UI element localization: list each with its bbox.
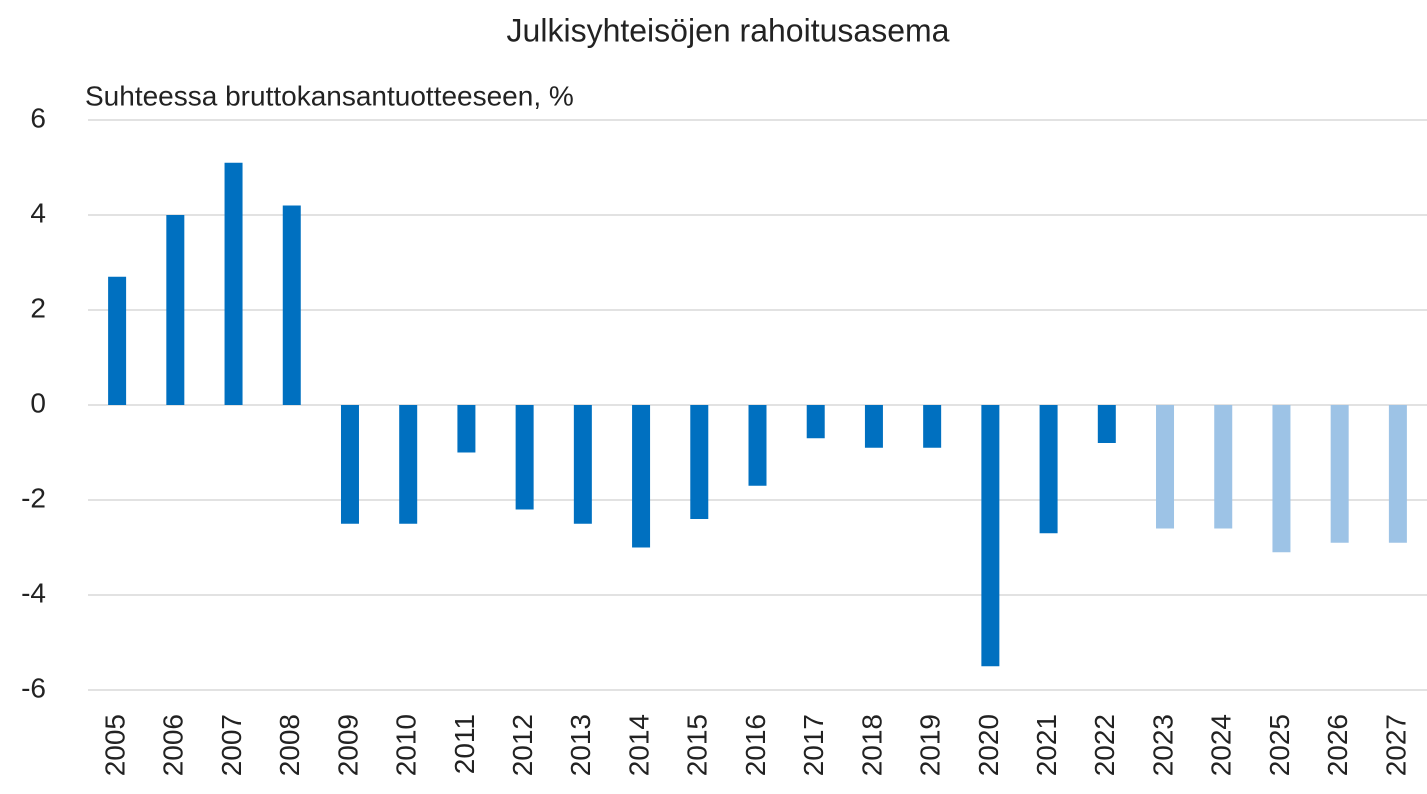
bar bbox=[1388, 405, 1407, 543]
bar bbox=[224, 162, 243, 405]
chart-subtitle: Suhteessa bruttokansantuotteeseen, % bbox=[85, 80, 574, 111]
bar bbox=[166, 215, 185, 405]
x-tick-label: 2026 bbox=[1322, 714, 1353, 776]
bar bbox=[1272, 405, 1291, 553]
x-tick-label: 2019 bbox=[915, 714, 946, 776]
bar bbox=[573, 405, 592, 524]
bar bbox=[340, 405, 359, 524]
x-tick-label: 2005 bbox=[99, 714, 130, 776]
x-tick-label: 2023 bbox=[1147, 714, 1178, 776]
x-tick-label: 2016 bbox=[740, 714, 771, 776]
bar bbox=[282, 205, 301, 405]
x-tick-label: 2012 bbox=[507, 714, 538, 776]
x-tick-label: 2008 bbox=[274, 714, 305, 776]
y-tick-label: -2 bbox=[21, 482, 46, 513]
bar bbox=[108, 276, 127, 405]
bar bbox=[457, 405, 476, 453]
chart-title: Julkisyhteisöjen rahoitusasema bbox=[507, 12, 950, 48]
bar bbox=[632, 405, 651, 548]
x-tick-label: 2011 bbox=[449, 714, 480, 774]
x-tick-label: 2025 bbox=[1264, 714, 1295, 776]
x-tick-label: 2006 bbox=[158, 714, 189, 776]
bar bbox=[864, 405, 883, 448]
bar bbox=[923, 405, 942, 448]
x-tick-label: 2015 bbox=[682, 714, 713, 776]
x-tick-label: 2020 bbox=[973, 714, 1004, 776]
bar bbox=[1039, 405, 1058, 534]
x-tick-label: 2027 bbox=[1380, 714, 1411, 776]
bar bbox=[1330, 405, 1349, 543]
y-tick-label: 4 bbox=[30, 197, 46, 228]
bar bbox=[690, 405, 709, 519]
x-tick-label: 2021 bbox=[1031, 714, 1062, 776]
bar bbox=[515, 405, 534, 510]
bar bbox=[1156, 405, 1175, 529]
x-tick-label: 2009 bbox=[332, 714, 363, 776]
x-tick-label: 2010 bbox=[391, 714, 422, 776]
x-tick-label: 2024 bbox=[1206, 714, 1237, 776]
y-tick-label: 0 bbox=[30, 387, 46, 418]
bar bbox=[1214, 405, 1233, 529]
x-tick-label: 2007 bbox=[216, 714, 247, 776]
bar bbox=[806, 405, 825, 439]
y-tick-label: 6 bbox=[30, 102, 46, 133]
x-tick-label: 2014 bbox=[623, 714, 654, 776]
y-tick-label: 2 bbox=[30, 292, 46, 323]
x-tick-label: 2018 bbox=[856, 714, 887, 776]
x-tick-label: 2017 bbox=[798, 714, 829, 776]
x-tick-label: 2013 bbox=[565, 714, 596, 776]
bar bbox=[981, 405, 1000, 667]
bar bbox=[1097, 405, 1116, 443]
y-tick-label: -6 bbox=[21, 672, 46, 703]
bar bbox=[748, 405, 767, 486]
y-tick-label: -4 bbox=[21, 577, 46, 608]
x-tick-label: 2022 bbox=[1089, 714, 1120, 776]
bar bbox=[399, 405, 418, 524]
